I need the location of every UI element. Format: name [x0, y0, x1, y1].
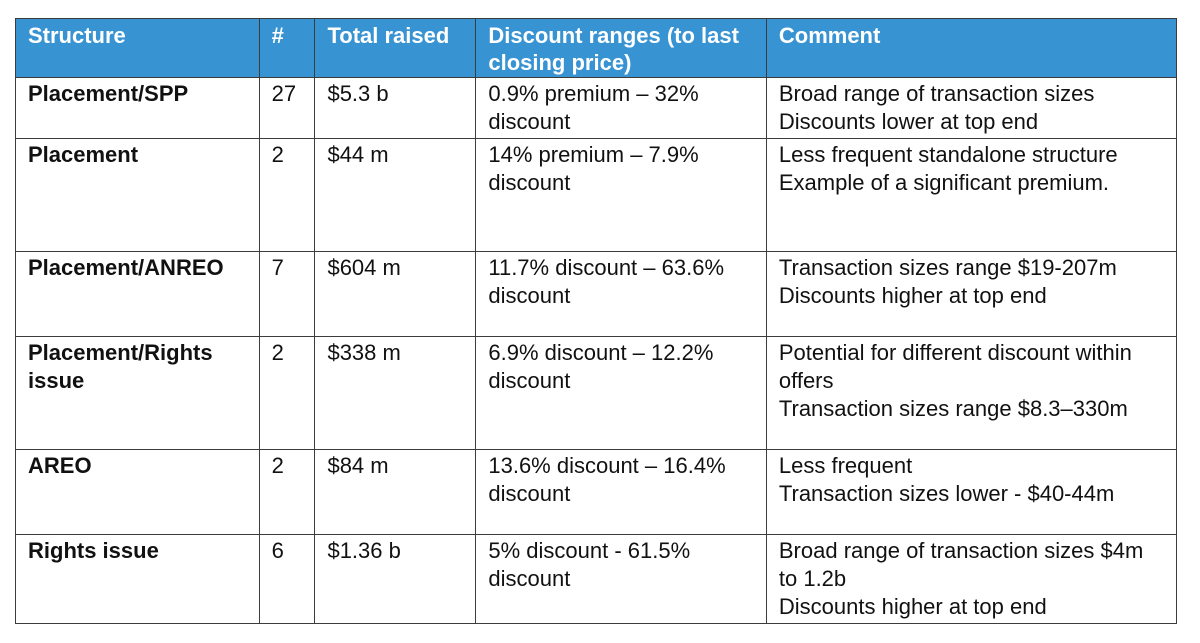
- table-row: Placement/ANREO 7 $604 m 11.7% discount …: [15, 251, 1178, 337]
- table-row: Placement/SPP 27 $5.3 b 0.9% premium – 3…: [15, 77, 1178, 139]
- table-row: AREO 2 $84 m 13.6% discount – 16.4% disc…: [15, 449, 1178, 535]
- cell-structure: Rights issue: [15, 534, 260, 624]
- cell-discount-range: 14% premium – 7.9% discount: [475, 138, 767, 252]
- cell-count: 6: [258, 534, 316, 624]
- table-row: Rights issue 6 $1.36 b 5% discount - 61.…: [15, 534, 1178, 624]
- cell-comment: Broad range of transaction sizes Discoun…: [765, 77, 1178, 139]
- header-row: Structure # Total raised Discount ranges…: [15, 18, 1178, 78]
- cell-total-raised: $604 m: [314, 251, 477, 337]
- cell-count: 2: [258, 449, 316, 535]
- header-count: #: [258, 18, 316, 78]
- table-body: Placement/SPP 27 $5.3 b 0.9% premium – 3…: [15, 77, 1178, 624]
- cell-count: 2: [258, 336, 316, 450]
- header-structure: Structure: [15, 18, 260, 78]
- capital-raising-table: Structure # Total raised Discount ranges…: [15, 18, 1178, 624]
- comment-line: Discounts higher at top end: [778, 283, 1047, 308]
- comment-line: Potential for different discount within …: [778, 340, 1132, 393]
- header-comment: Comment: [765, 18, 1178, 78]
- cell-total-raised: $1.36 b: [314, 534, 477, 624]
- cell-count: 7: [258, 251, 316, 337]
- comment-line: Transaction sizes lower - $40-44m: [778, 481, 1115, 506]
- cell-structure: AREO: [15, 449, 260, 535]
- comment-line: Less frequent: [778, 453, 913, 478]
- cell-structure: Placement: [15, 138, 260, 252]
- comment-line: Transaction sizes range $8.3–330m: [778, 396, 1128, 421]
- header-discount-ranges: Discount ranges (to last closing price): [475, 18, 767, 78]
- cell-structure: Placement/SPP: [15, 77, 260, 139]
- cell-discount-range: 6.9% discount – 12.2% discount: [475, 336, 767, 450]
- comment-line: Broad range of transaction sizes $4m to …: [778, 538, 1144, 591]
- cell-count: 27: [258, 77, 316, 139]
- cell-total-raised: $5.3 b: [314, 77, 477, 139]
- cell-count: 2: [258, 138, 316, 252]
- comment-line: Less frequent standalone structure: [778, 142, 1118, 167]
- comment-line: Broad range of transaction sizes: [778, 81, 1095, 106]
- cell-structure: Placement/ANREO: [15, 251, 260, 337]
- comment-line: Discounts higher at top end: [778, 594, 1047, 619]
- cell-total-raised: $84 m: [314, 449, 477, 535]
- header-total-raised: Total raised: [314, 18, 477, 78]
- cell-comment: Less frequent standalone structure Examp…: [765, 138, 1178, 252]
- table-row: Placement/Rights issue 2 $338 m 6.9% dis…: [15, 336, 1178, 450]
- cell-comment: Transaction sizes range $19-207m Discoun…: [765, 251, 1178, 337]
- cell-discount-range: 0.9% premium – 32% discount: [475, 77, 767, 139]
- cell-comment: Potential for different discount within …: [765, 336, 1178, 450]
- comment-line: Transaction sizes range $19-207m: [778, 255, 1117, 280]
- cell-discount-range: 13.6% discount – 16.4% discount: [475, 449, 767, 535]
- cell-discount-range: 5% discount - 61.5% discount: [475, 534, 767, 624]
- table-header: Structure # Total raised Discount ranges…: [15, 18, 1178, 78]
- cell-structure: Placement/Rights issue: [15, 336, 260, 450]
- cell-comment: Less frequent Transaction sizes lower - …: [765, 449, 1178, 535]
- comment-line: Discounts lower at top end: [778, 109, 1039, 134]
- comment-line: Example of a significant premium.: [778, 170, 1110, 195]
- table-row: Placement 2 $44 m 14% premium – 7.9% dis…: [15, 138, 1178, 252]
- cell-discount-range: 11.7% discount – 63.6% discount: [475, 251, 767, 337]
- cell-total-raised: $44 m: [314, 138, 477, 252]
- cell-comment: Broad range of transaction sizes $4m to …: [765, 534, 1178, 624]
- cell-total-raised: $338 m: [314, 336, 477, 450]
